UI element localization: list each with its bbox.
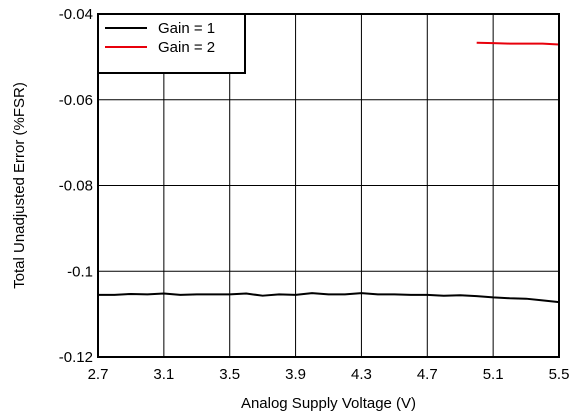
legend: Gain = 1 Gain = 2 [97, 13, 246, 74]
series-line-2 [476, 41, 560, 46]
x-tick-label: 3.5 [219, 366, 240, 383]
y-tick-label: -0.1 [67, 263, 93, 280]
series-line-1 [98, 292, 560, 304]
legend-box [97, 13, 246, 74]
y-tick-label: -0.06 [59, 92, 93, 109]
x-tick-label: 2.7 [88, 366, 109, 383]
tick-labels: 2.7 3.1 3.5 3.9 4.3 4.7 5.1 5.5 -0.04 -0.06 -0.08 -… [59, 6, 570, 383]
y-tick-label: -0.04 [59, 6, 93, 23]
x-tick-label: 3.1 [153, 366, 174, 383]
plot-frame [97, 13, 560, 358]
x-tick-label: 4.7 [417, 366, 438, 383]
x-tick-label: 3.9 [285, 366, 306, 383]
x-tick-label: 5.5 [549, 366, 570, 383]
legend-label: Gain = 2 [158, 39, 215, 56]
x-axis-title: Analog Supply Voltage (V) [241, 395, 416, 412]
y-tick-label: -0.12 [59, 349, 93, 366]
series-layer [98, 41, 560, 304]
x-tick-label: 5.1 [483, 366, 504, 383]
legend-label: Gain = 1 [158, 20, 215, 37]
y-axis-title: Total Unadjusted Error (%FSR) [11, 82, 28, 289]
y-tick-label: -0.08 [59, 178, 93, 195]
x-tick-label: 4.3 [351, 366, 372, 383]
